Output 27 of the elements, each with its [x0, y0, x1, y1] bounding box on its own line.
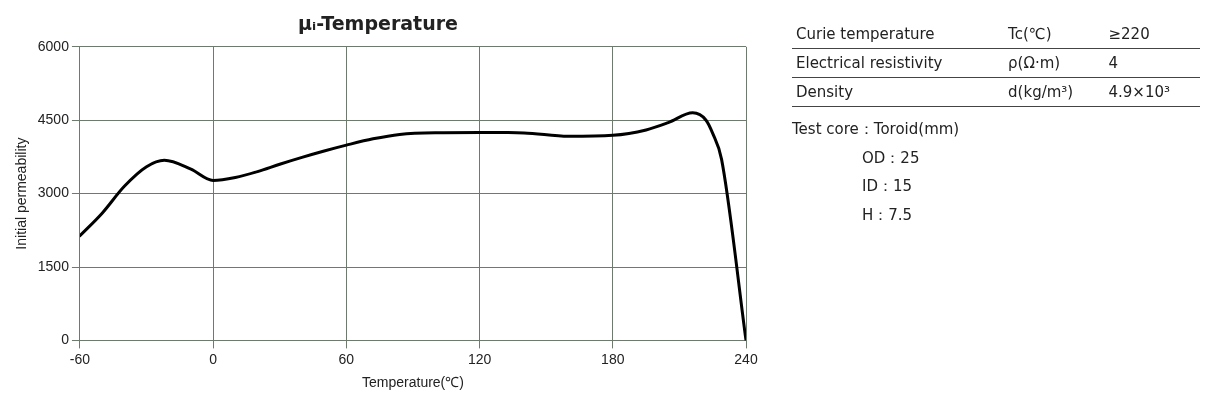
text: Curie temperature: [792, 20, 1005, 49]
x-tick-label: 120: [467, 350, 492, 367]
chart-title: μᵢ-Temperature: [298, 12, 458, 35]
text: 4: [1104, 48, 1200, 78]
y-tick-label: 4500: [37, 111, 70, 128]
x-axis-title: Temperature(℃): [362, 374, 464, 391]
x-tick-label: -60: [69, 350, 91, 367]
text: Test core：Toroid(mm): [792, 119, 961, 140]
text: 4.9×10³: [1104, 77, 1200, 107]
x-tick-label: 240: [734, 350, 758, 367]
y-tick-label: 0: [61, 331, 70, 348]
text: d(kg/m³): [1004, 77, 1105, 107]
text: ≥220: [1104, 20, 1200, 49]
y-tick-label: 1500: [37, 257, 70, 274]
x-tick-label: 60: [338, 350, 355, 367]
y-tick-label: 3000: [37, 184, 70, 201]
text: Tc(℃): [1004, 20, 1105, 49]
x-tick-label: 180: [601, 350, 625, 367]
text: Density: [792, 77, 1005, 107]
y-axis-title: Initial permeability: [13, 137, 30, 250]
x-tick-label: 0: [209, 350, 218, 367]
text: ρ(Ω·m): [1004, 48, 1105, 78]
y-tick-label: 6000: [37, 37, 70, 54]
text: H：7.5: [861, 204, 914, 226]
text: Electrical resistivity: [792, 48, 1005, 78]
text: ID：15: [861, 176, 914, 197]
text: OD：25: [861, 147, 921, 169]
